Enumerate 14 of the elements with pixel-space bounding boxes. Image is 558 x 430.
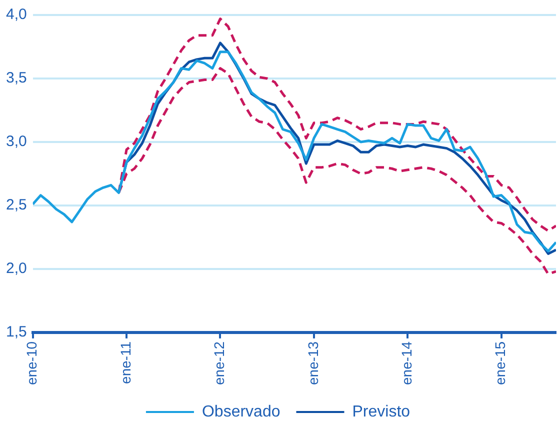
legend-label: Previsto xyxy=(352,403,410,420)
x-tick-label: ene-14 xyxy=(398,341,415,385)
y-tick-label: 4,0 xyxy=(6,6,27,24)
legend-label: Observado xyxy=(202,403,280,420)
x-tick-label: ene-10 xyxy=(24,341,40,385)
y-tick-label: 3,5 xyxy=(6,70,27,87)
x-tick-label: ene-11 xyxy=(117,341,134,384)
y-tick-label: 3,0 xyxy=(6,133,27,150)
x-tick-label: ene-15 xyxy=(492,341,508,385)
y-tick-label: 1,5 xyxy=(6,324,27,341)
y-tick-label: 2,0 xyxy=(6,260,27,278)
y-tick-label: 2,5 xyxy=(6,196,27,214)
x-tick-label: ene-12 xyxy=(211,341,228,385)
x-tick-label: ene-13 xyxy=(304,341,321,385)
